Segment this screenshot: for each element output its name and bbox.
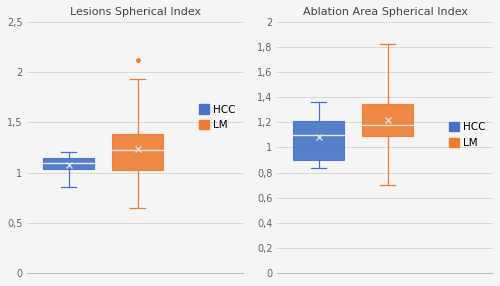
Title: Lesions Spherical Index: Lesions Spherical Index xyxy=(70,7,201,17)
Title: Ablation Area Spherical Index: Ablation Area Spherical Index xyxy=(302,7,468,17)
Bar xyxy=(362,104,412,136)
Bar xyxy=(112,134,163,170)
Bar xyxy=(44,158,94,168)
Bar xyxy=(294,121,344,160)
Legend: HCC, LM: HCC, LM xyxy=(196,102,238,132)
Legend: HCC, LM: HCC, LM xyxy=(446,120,488,150)
